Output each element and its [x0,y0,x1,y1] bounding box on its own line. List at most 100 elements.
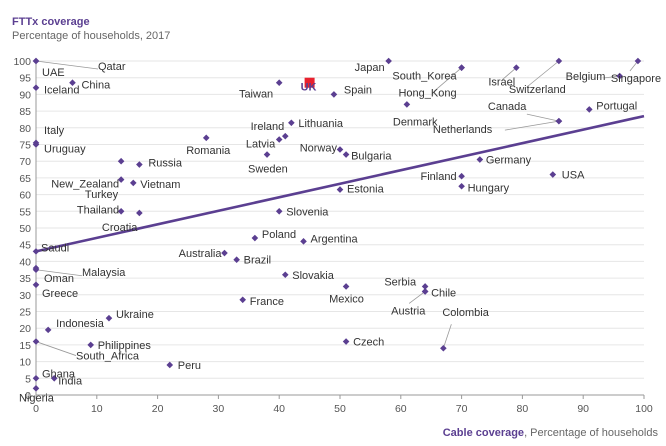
point-label: Nigeria [19,392,55,404]
y-tick-label: 50 [19,223,31,235]
point-label: Thailand [77,204,119,216]
point-label: Israel [488,77,515,89]
point-label: UK [301,82,317,94]
point-label: Czech [353,337,384,349]
point-label: France [250,296,284,308]
leader-line [526,113,559,122]
trendline [35,114,645,253]
data-point [221,249,228,257]
leader-line [504,120,559,131]
point-label: Bulgaria [351,151,392,163]
point-label: South_Africa [76,351,140,363]
data-point [69,79,76,87]
point-label: Mexico [329,293,364,305]
y-tick-label: 20 [19,323,31,335]
x-tick-label: 70 [456,403,468,415]
data-point [634,57,642,65]
point-label: South_Korea [392,71,457,83]
data-point [87,341,95,349]
data-point [385,57,392,65]
data-point [44,326,52,334]
x-tick-label: 30 [213,403,225,415]
point-label: Japan [355,62,385,74]
x-axis-label-sub: , Percentage of households [524,427,658,439]
point-label: Austria [391,305,426,317]
y-tick-label: 65 [19,173,31,185]
y-tick-label: 0 [25,390,31,402]
data-point [300,238,307,245]
point-label: Iceland [44,85,79,97]
data-point [251,234,259,242]
data-point [555,117,563,125]
x-axis-label-main: Cable coverage [442,427,525,439]
y-tick-label: 60 [19,190,31,202]
data-point [458,182,465,190]
point-label: Turkey [85,189,119,201]
y-tick-label: 90 [19,89,31,101]
point-label: Peru [178,360,201,372]
x-tick-label: 50 [334,403,346,415]
data-point [239,296,247,304]
chart-title: FTTx coverage [12,16,90,28]
x-tick-label: 40 [273,403,285,415]
point-label: Canada [488,101,527,113]
y-tick-label: 70 [19,156,31,168]
point-label: Denmark [393,116,438,128]
x-tick-label: 100 [635,403,653,415]
data-point [616,72,623,80]
point-label: Lithuania [298,118,344,130]
point-labels: Qatar UAE Iceland China Italy Uruguay New_Zeal… [19,61,661,404]
highlight-point [304,77,315,88]
point-label: Finland [421,171,457,183]
point-label: Oman [44,273,74,285]
x-tick-label: 20 [152,403,164,415]
data-point [555,57,563,65]
point-label: Serbia [384,276,417,288]
point-label: Portugal [596,100,637,112]
point-label: Taiwan [239,89,273,101]
data-point [585,106,593,113]
y-tick-label: 45 [19,240,31,252]
point-label: Switzerland [509,84,566,96]
leader-line [408,291,426,304]
leader-line [35,269,83,277]
data-point [281,132,289,140]
point-label: Poland [262,229,296,241]
y-tick-label: 95 [19,73,31,85]
data-point [281,271,289,279]
point-label: Slovenia [286,206,329,218]
point-label: Netherlands [433,124,493,136]
data-point [117,208,125,215]
y-tick-label: 100 [13,56,31,68]
point-label: Brazil [244,255,272,267]
data-point [202,134,210,142]
x-tick-label: 10 [91,403,103,415]
data-point [105,314,113,322]
data-point [513,64,520,71]
data-point [166,361,174,369]
point-label: Romania [186,145,231,157]
data-point [342,151,350,158]
point-label: Vietnam [140,179,180,191]
data-point [32,141,40,148]
data-point [403,101,411,108]
point-label: New_Zealand [51,179,119,191]
data-point [421,283,429,290]
point-label: Indonesia [56,318,105,330]
y-tick-label: 25 [19,307,31,319]
data-point [32,57,40,65]
point-label: Chile [431,287,456,299]
y-tick-label: 80 [19,123,31,135]
leader-line [526,60,560,88]
data-point [458,64,465,71]
point-label: Ghana [42,368,76,380]
point-label: Spain [344,84,372,96]
y-tick-label: 75 [19,140,31,152]
data-point [275,136,283,143]
data-point [117,157,125,165]
y-tick-label: 40 [19,256,31,268]
point-label: Ireland [251,121,285,133]
point-label: Philippines [98,340,152,352]
point-label: Estonia [347,184,385,196]
